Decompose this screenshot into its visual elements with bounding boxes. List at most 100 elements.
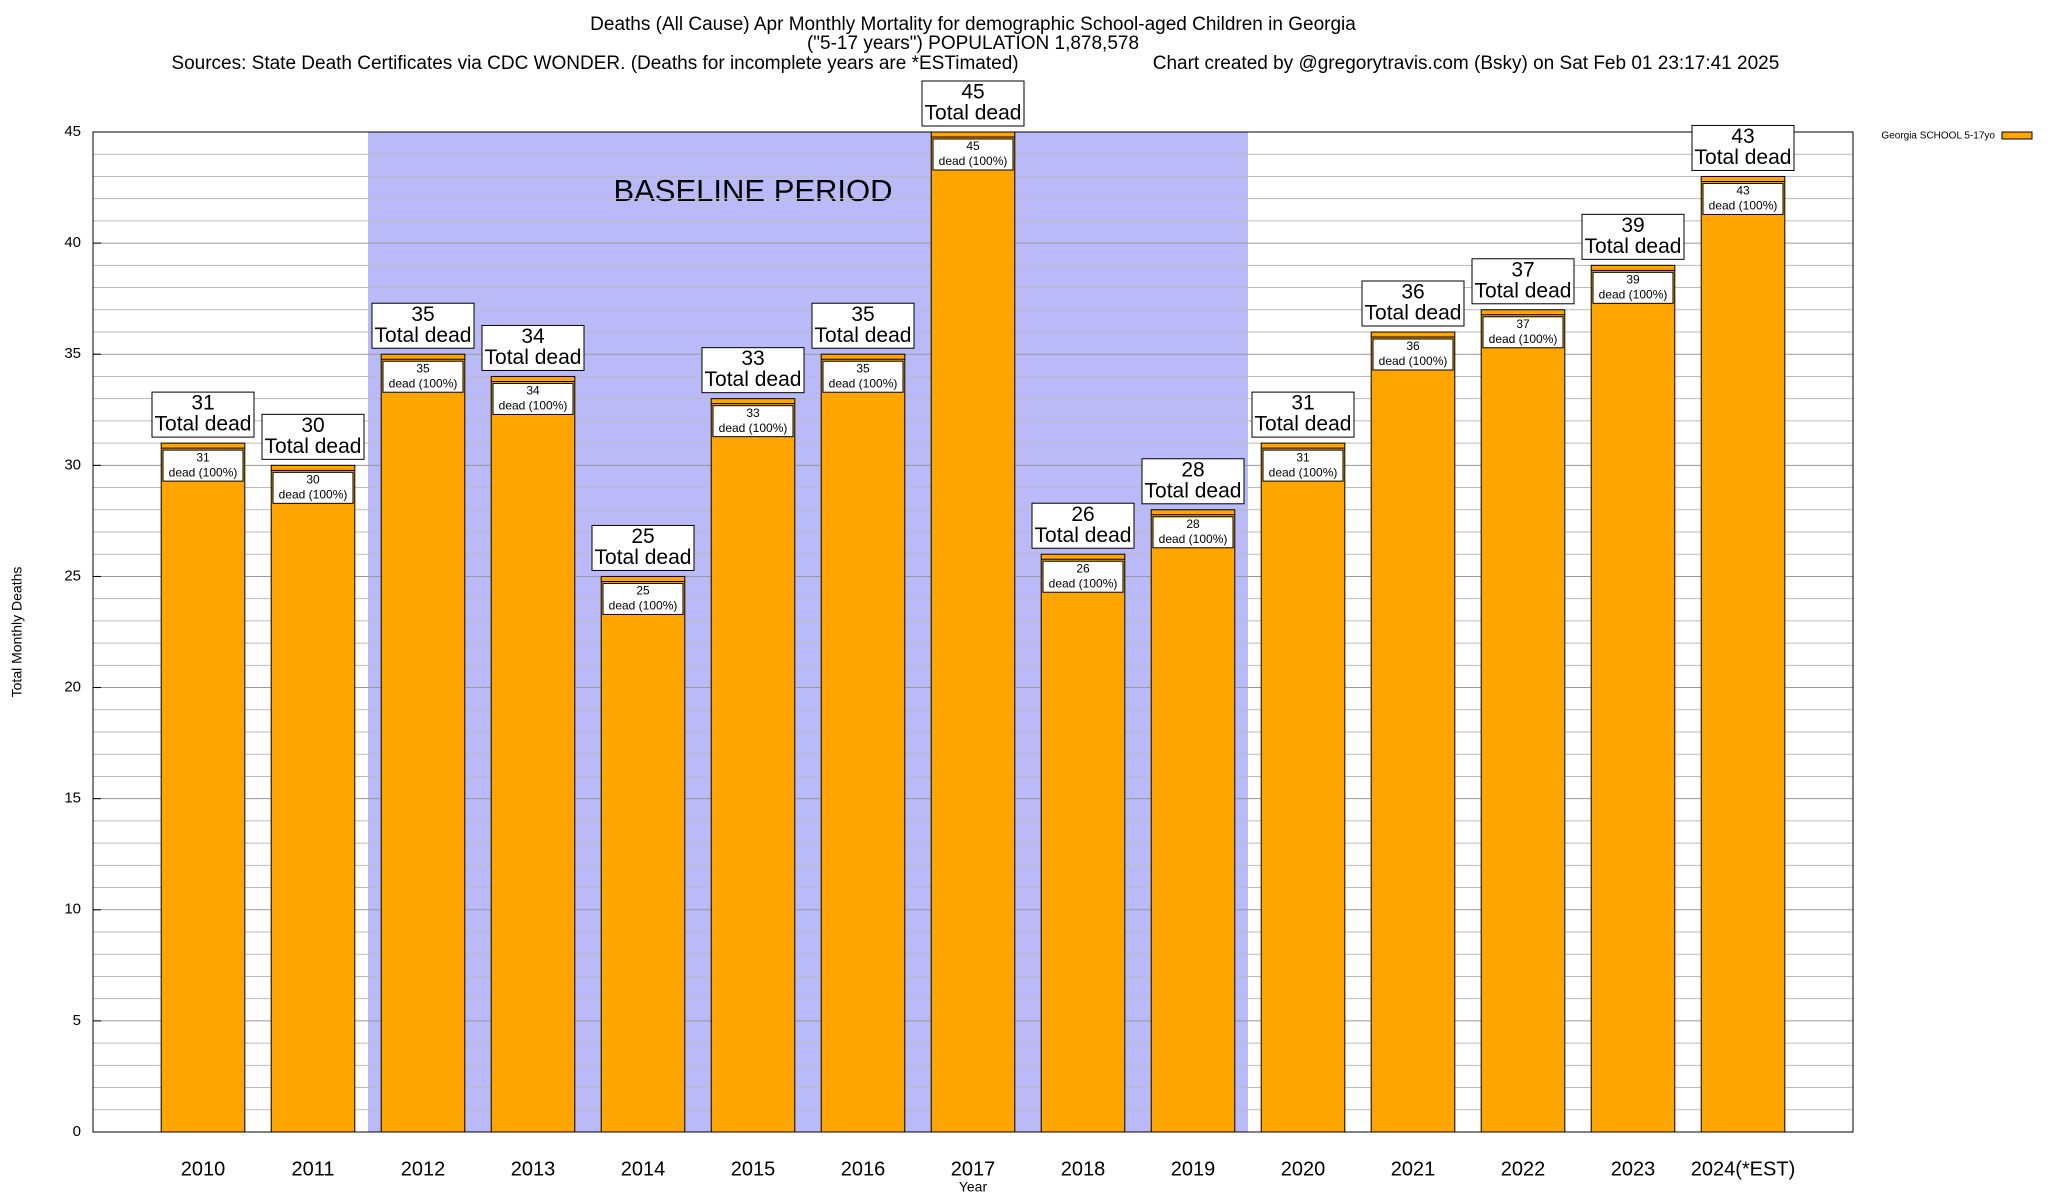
total-label-box [1361, 280, 1465, 327]
segment-label-box [162, 449, 244, 482]
total-label: Total dead [485, 346, 582, 369]
x-tick-label: 2020 [1281, 1158, 1326, 1180]
total-label: Total dead [375, 324, 472, 347]
total-value: 43 [1731, 125, 1754, 148]
x-tick-label: 2016 [841, 1158, 886, 1180]
segment-value: 30 [306, 473, 320, 487]
segment-label: dead (100%) [169, 465, 238, 479]
total-label: Total dead [1035, 524, 1132, 547]
segment-label: dead (100%) [279, 488, 348, 502]
segment-value: 31 [196, 450, 210, 464]
total-value: 25 [631, 525, 654, 548]
total-label: Total dead [155, 413, 252, 436]
bar [270, 464, 356, 1133]
sources: Sources: State Death Certificates via CD… [171, 53, 1018, 74]
segment-label: dead (100%) [1269, 465, 1338, 479]
segment-label-box [712, 405, 794, 438]
total-label-box [701, 347, 805, 394]
x-tick-label: 2023 [1611, 1158, 1656, 1180]
bar [490, 375, 576, 1133]
y-tick-label: 30 [64, 456, 81, 473]
segment-value: 33 [746, 406, 760, 420]
total-value: 31 [1291, 392, 1314, 415]
segment-label-box [602, 582, 684, 615]
bar [1590, 264, 1676, 1133]
total-label-box [591, 524, 695, 571]
total-label: Total dead [1255, 413, 1352, 436]
total-label-box [1031, 502, 1135, 549]
y-tick-label: 15 [64, 790, 81, 807]
legend-swatch [2001, 131, 2033, 140]
total-value: 39 [1621, 214, 1644, 237]
y-tick-label: 45 [64, 123, 81, 140]
total-label: Total dead [595, 546, 692, 569]
total-value: 30 [301, 414, 324, 437]
bar [1480, 309, 1566, 1133]
segment-label-box [1702, 182, 1784, 215]
segment-value: 31 [1296, 450, 1310, 464]
segment-label-box [1042, 560, 1124, 593]
total-value: 35 [851, 303, 874, 326]
y-tick-label: 10 [64, 901, 81, 918]
segment-label: dead (100%) [1599, 288, 1668, 302]
segment-value: 43 [1736, 184, 1750, 198]
total-label: Total dead [1695, 146, 1792, 169]
y-tick-label: 25 [64, 567, 81, 584]
x-tick-label: 2021 [1391, 1158, 1436, 1180]
segment-label-box [822, 360, 904, 393]
x-tick-label: 2011 [291, 1158, 334, 1180]
bar [1370, 331, 1456, 1133]
x-tick-label: 2010 [181, 1158, 226, 1180]
bar [600, 575, 686, 1133]
x-tick-label: 2019 [1171, 1158, 1216, 1180]
total-label-box [1251, 391, 1355, 438]
total-label: Total dead [1365, 302, 1462, 325]
segment-label: dead (100%) [1379, 354, 1448, 368]
segment-value: 35 [856, 361, 870, 375]
total-label-box [1471, 258, 1575, 305]
segment-label: dead (100%) [1489, 332, 1558, 346]
x-tick-label: 2022 [1501, 1158, 1546, 1180]
total-value: 26 [1071, 503, 1094, 526]
segment-label-box [492, 382, 574, 415]
x-tick-label: 2017 [951, 1158, 996, 1180]
segment-label-box [932, 138, 1014, 171]
bar [930, 131, 1016, 1133]
bar [1150, 509, 1236, 1133]
segment-value: 28 [1186, 517, 1200, 531]
total-label-box [481, 324, 585, 371]
y-tick-label: 40 [64, 234, 81, 251]
segment-label-box [1592, 271, 1674, 304]
total-label: Total dead [265, 435, 362, 458]
bar [710, 398, 796, 1133]
segment-label: dead (100%) [829, 376, 898, 390]
x-tick-label: 2012 [401, 1158, 446, 1180]
segment-label: dead (100%) [499, 399, 568, 413]
x-tick-label: 2014 [621, 1158, 666, 1180]
segment-value: 26 [1076, 561, 1090, 575]
segment-label-box [382, 360, 464, 393]
segment-value: 25 [636, 584, 650, 598]
x-tick-label: 2015 [731, 1158, 776, 1180]
total-label-box [1581, 213, 1685, 260]
x-tick-label: 2013 [511, 1158, 556, 1180]
legend-label: Georgia SCHOOL 5-17yo [1881, 131, 1995, 142]
total-label-box [921, 80, 1025, 127]
bar [380, 353, 466, 1133]
segment-value: 37 [1516, 317, 1530, 331]
total-label-box [371, 302, 475, 349]
segment-label-box [1262, 449, 1344, 482]
total-value: 36 [1401, 281, 1424, 304]
total-label: Total dead [815, 324, 912, 347]
segment-value: 45 [966, 139, 980, 153]
bar [820, 353, 906, 1133]
segment-value: 34 [526, 384, 540, 398]
total-label: Total dead [1145, 479, 1242, 502]
total-value: 34 [521, 325, 545, 348]
segment-label-box [1152, 516, 1234, 549]
bar [1040, 553, 1126, 1133]
x-axis-label: Year [959, 1179, 988, 1195]
total-label-box [261, 413, 365, 460]
chart-title: Deaths (All Cause) Apr Monthly Mortality… [590, 14, 1356, 35]
